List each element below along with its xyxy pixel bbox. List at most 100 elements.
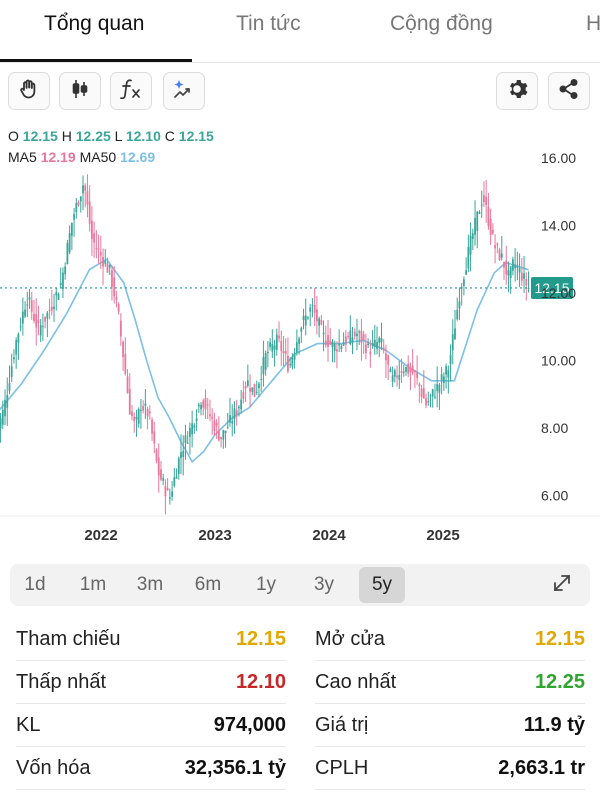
candle-body <box>344 336 347 345</box>
candle-body <box>242 392 245 399</box>
candle-body <box>407 363 410 374</box>
candle-body <box>418 384 421 387</box>
candle-body <box>106 263 109 273</box>
active-tab-indicator <box>0 59 192 62</box>
candle-body <box>284 350 287 355</box>
candle-body <box>298 338 300 344</box>
candle-body <box>88 201 91 224</box>
tab-news[interactable]: Tin tức <box>236 12 301 35</box>
stat-label: Thấp nhất <box>16 671 107 693</box>
candle-body <box>21 311 24 324</box>
candle-body <box>213 420 216 432</box>
candle-body <box>186 442 189 444</box>
range-1m-button[interactable]: 1m <box>79 574 107 595</box>
range-3y-button[interactable]: 3y <box>313 574 335 595</box>
candle-body <box>95 248 98 250</box>
chart-type-button[interactable] <box>59 72 101 110</box>
share-button[interactable] <box>548 72 590 110</box>
candle-body <box>275 334 278 350</box>
divider <box>315 660 585 661</box>
divider <box>315 746 585 747</box>
low-label: L <box>114 128 122 144</box>
candle-body <box>144 403 147 406</box>
divider <box>16 660 286 661</box>
candle-body <box>489 218 492 235</box>
candle-body <box>411 365 414 374</box>
range-5y-button[interactable]: 5y <box>359 567 405 603</box>
candle-body <box>128 388 131 415</box>
candle-body <box>422 388 425 399</box>
candle-body <box>113 277 116 297</box>
function-icon <box>118 77 144 106</box>
range-3m-button[interactable]: 3m <box>136 574 164 595</box>
ohlc-legend: O 12.15 H 12.25 L 12.10 C 12.15 MA5 12.1… <box>8 126 214 168</box>
stat-label: Cao nhất <box>315 671 397 693</box>
candle-body <box>342 343 345 346</box>
fullscreen-button[interactable] <box>544 567 580 603</box>
candle-body <box>463 279 465 286</box>
candle-body <box>378 338 381 343</box>
candle-body <box>369 351 372 355</box>
x-tick-label: 2024 <box>312 527 346 544</box>
candle-body <box>231 421 234 424</box>
candle-body <box>500 253 503 258</box>
candle-body <box>166 488 169 490</box>
candle-body <box>135 416 138 420</box>
candle-body <box>193 425 196 428</box>
candle-body <box>280 340 283 351</box>
stat-value: 11.9 tỷ <box>523 714 585 736</box>
tab-overview[interactable]: Tổng quan <box>44 12 145 35</box>
candle-body <box>97 248 100 250</box>
candle-body <box>398 375 401 380</box>
candle-body <box>380 338 383 343</box>
stat-label: Giá trị <box>315 714 369 736</box>
candle-body <box>434 396 436 398</box>
candle-body <box>436 384 439 392</box>
candle-body <box>86 191 89 205</box>
candle-body <box>173 477 176 486</box>
candle-body <box>304 315 307 326</box>
candle-body <box>251 387 254 392</box>
candle-body <box>240 399 243 410</box>
stat-volume: KL 974,000 <box>16 704 286 746</box>
candle-body <box>449 355 452 365</box>
candle-body <box>124 353 127 374</box>
range-1d-button[interactable]: 1d <box>24 574 46 595</box>
candle-body <box>82 185 84 194</box>
candle-body <box>10 366 13 377</box>
candle-body <box>336 349 338 352</box>
ma50-value: 12.69 <box>120 149 156 165</box>
candle-body <box>4 399 6 417</box>
ma5-label: MA5 <box>8 149 37 165</box>
range-6m-button[interactable]: 6m <box>194 574 222 595</box>
stat-value: 974,000 <box>213 714 286 736</box>
candle-body <box>115 297 118 300</box>
candle-body <box>202 400 205 408</box>
candle-body <box>391 375 394 382</box>
candle-body <box>442 376 445 384</box>
tab-community[interactable]: Cộng đồng <box>390 12 493 35</box>
tab-more[interactable]: H <box>586 12 600 35</box>
indicator-button[interactable] <box>110 72 152 110</box>
candle-body <box>15 340 18 355</box>
candle-body <box>525 279 528 286</box>
ai-analysis-button[interactable] <box>163 72 205 110</box>
chart-settings-button[interactable] <box>496 72 538 110</box>
draw-tool-button[interactable] <box>8 72 50 110</box>
candle-body <box>211 416 214 419</box>
high-value: 12.25 <box>75 128 111 144</box>
range-1y-button[interactable]: 1y <box>255 574 277 595</box>
candle-body <box>246 380 249 386</box>
candle-body <box>516 266 519 268</box>
stat-value: 12.10 <box>235 671 286 693</box>
candle-body <box>405 367 407 372</box>
candle-body <box>55 291 58 296</box>
candle-body <box>255 391 258 393</box>
stat-value: 32,356.1 tỷ <box>184 757 286 779</box>
candle-body <box>99 252 102 256</box>
candle-body <box>184 435 187 443</box>
candle-body <box>244 385 247 389</box>
open-value: 12.15 <box>22 128 58 144</box>
candle-body <box>465 270 468 275</box>
